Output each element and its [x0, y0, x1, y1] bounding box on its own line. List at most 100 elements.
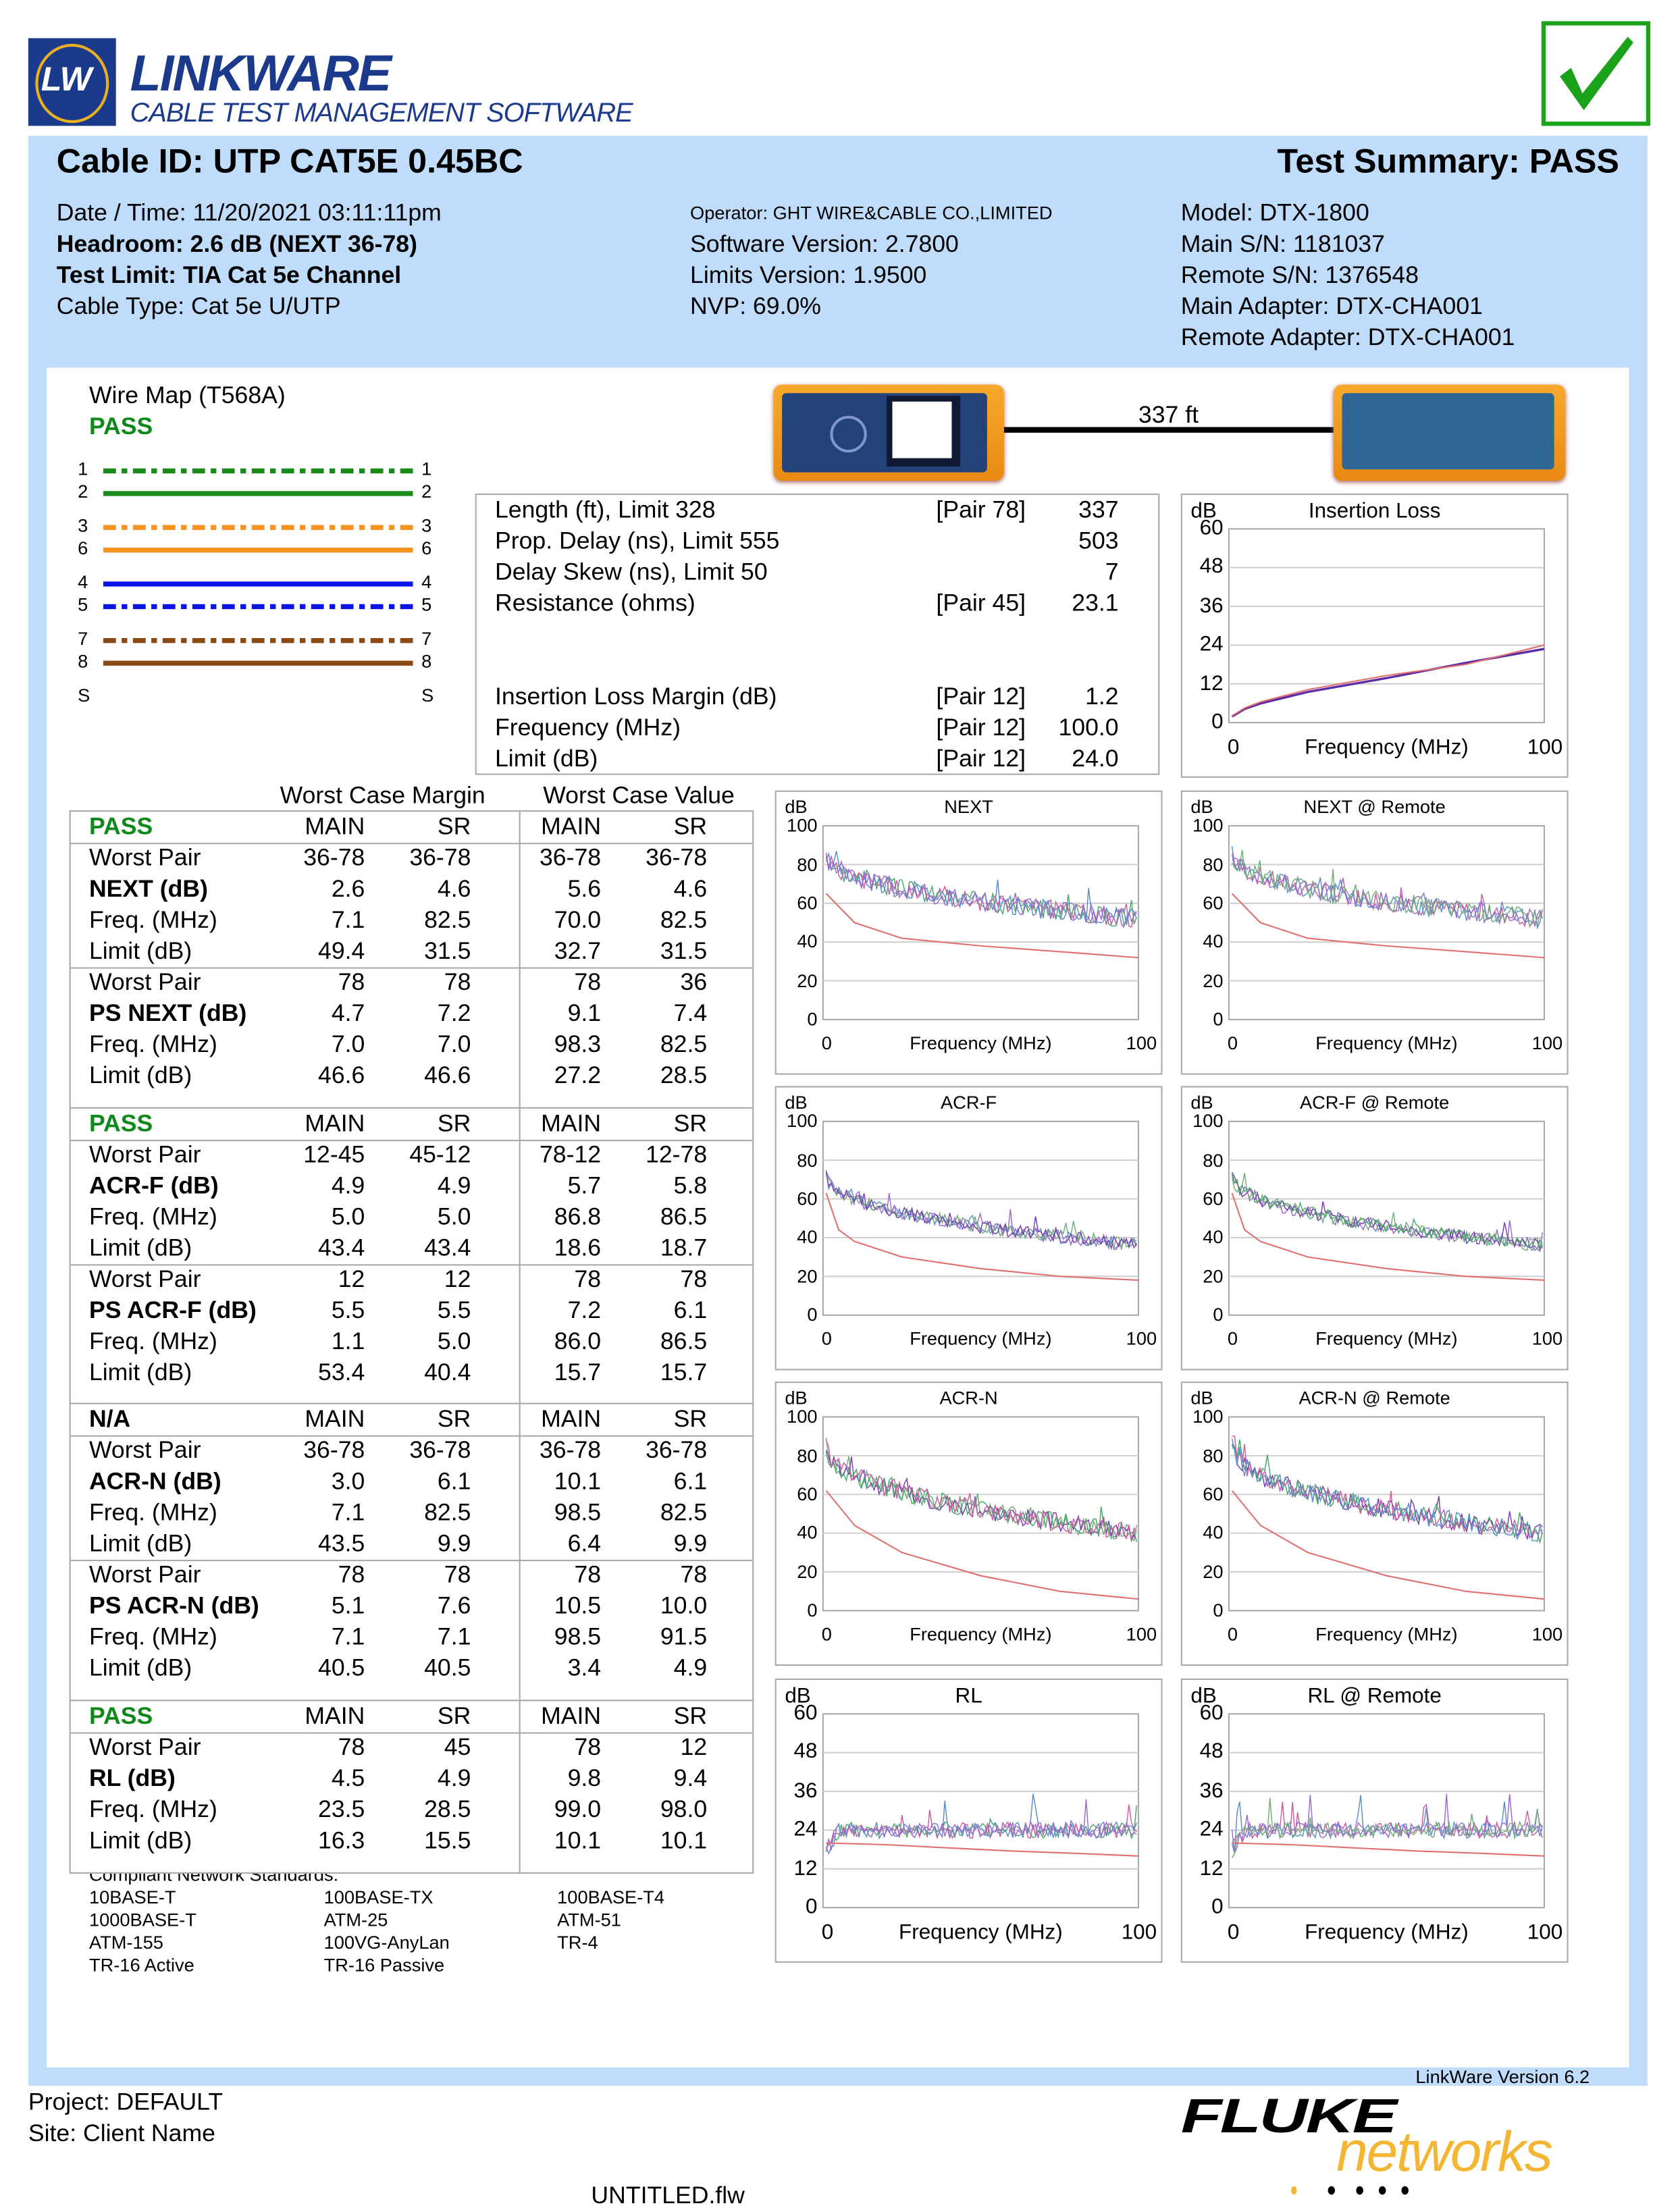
standard-item: 1000BASE-T [88, 1909, 196, 1930]
cell-value: 7.0 [437, 1030, 471, 1058]
checkmark-icon [1541, 21, 1651, 126]
y-tick-label: 24 [793, 1817, 818, 1842]
cell-value: 7.1 [331, 906, 365, 934]
wire-pin-right: 3 [421, 515, 432, 536]
limit-line [826, 1842, 1138, 1857]
project-name: Project: DEFAULT [28, 2088, 224, 2116]
plot-area [1228, 1120, 1546, 1316]
cell-value: 82.5 [660, 1030, 708, 1058]
y-tick-label: 0 [806, 1895, 818, 1919]
cell-value: 36-78 [540, 1436, 602, 1464]
x-tick-label: 0 [1227, 1623, 1238, 1645]
fluke-wordmark: FLUKE [1180, 2090, 1398, 2144]
column-header: MAIN [541, 1405, 602, 1433]
row-label: Freq. (MHz) [88, 1203, 217, 1231]
info-col2-line: NVP: 69.0% [690, 292, 821, 320]
wiremap-title: Wire Map (T568A) [88, 381, 286, 409]
x-tick-label: 0 [1227, 735, 1240, 760]
cell-value: 78 [574, 1561, 602, 1588]
summary-value: 337 [1078, 496, 1119, 523]
wire-pin-left: 7 [78, 627, 88, 650]
info-col3-line: Remote Adapter: DTX-CHA001 [1180, 323, 1515, 351]
chart-title: ACR-F @ Remote [1299, 1091, 1450, 1113]
cell-value: 4.9 [437, 1764, 471, 1792]
y-tick-label: 0 [1211, 1895, 1224, 1919]
info-col1-line: Test Limit: TIA Cat 5e Channel [56, 261, 402, 289]
table-row: Limit (dB) 16.3 15.5 10.1 10.1 [71, 1827, 752, 1858]
summary-pair: [Pair 12] [936, 683, 1026, 710]
y-tick-label: 80 [1203, 1149, 1224, 1171]
limit-line [825, 1192, 1138, 1282]
row-separator [70, 1435, 753, 1437]
row-label: Freq. (MHz) [88, 1327, 217, 1355]
row-label: PS NEXT (dB) [88, 999, 247, 1027]
chart-ylabel: dB [1190, 1091, 1213, 1113]
summary-label: Limit (dB) [495, 745, 598, 772]
table-row: Freq. (MHz) 1.1 5.0 86.0 86.5 [71, 1328, 752, 1359]
chart-ylabel: dB [785, 1091, 808, 1113]
info-col1-line: Cable Type: Cat 5e U/UTP [56, 292, 341, 320]
table-row: Freq. (MHz) 7.1 82.5 70.0 82.5 [71, 906, 752, 937]
table-row: Freq. (MHz) 7.0 7.0 98.3 82.5 [71, 1031, 752, 1062]
site-name: Site: Client Name [28, 2119, 215, 2147]
x-tick-label: 100 [1527, 1920, 1563, 1945]
table-row: PS NEXT (dB) 4.7 7.2 9.1 7.4 [71, 1000, 752, 1031]
wire-pin-left: 4 [78, 571, 88, 593]
standard-item: TR-4 [557, 1931, 598, 1953]
table-header-row: PASS MAIN SR MAIN SR [71, 813, 752, 844]
y-tick-label: 60 [797, 892, 818, 914]
limit-line [825, 1490, 1139, 1600]
chart-next_remote: NEXT @ Remote dB 100 80 60 40 20 0 0 Frequency (M… [1180, 790, 1569, 1075]
cell-value: 18.6 [554, 1234, 602, 1262]
row-label: Freq. (MHz) [88, 1623, 217, 1651]
row-label: ACR-F (dB) [88, 1172, 219, 1199]
plot-area [822, 1120, 1139, 1316]
cell-value: 9.4 [673, 1764, 708, 1792]
x-tick-label: 100 [1531, 1327, 1563, 1349]
cell-value: 98.3 [554, 1030, 602, 1058]
series-line [1231, 648, 1545, 718]
y-tick-label: 60 [1199, 1701, 1224, 1726]
y-tick-label: 80 [797, 1149, 818, 1171]
y-tick-label: 80 [797, 853, 818, 875]
cell-value: 27.2 [554, 1061, 602, 1089]
row-label: Worst Pair [88, 1561, 201, 1588]
cell-value: 78 [574, 1265, 602, 1293]
wire-pin-left: 6 [78, 537, 88, 559]
row-label: Worst Pair [88, 1733, 201, 1761]
limit-line [1231, 1192, 1545, 1282]
y-tick-label: 20 [797, 1265, 818, 1287]
x-tick-label: 0 [821, 1327, 832, 1349]
cell-value: 36-78 [303, 1436, 365, 1464]
y-tick-label: 12 [793, 1855, 818, 1880]
y-tick-label: 0 [807, 1600, 818, 1621]
cell-value: 10.0 [660, 1592, 708, 1619]
cell-value: 7.1 [437, 1623, 471, 1651]
y-tick-label: 0 [1213, 1008, 1224, 1030]
summary-label: Prop. Delay (ns), Limit 555 [495, 527, 780, 554]
pair-trace [1231, 849, 1543, 927]
y-tick-label: 12 [1199, 670, 1224, 695]
cell-value: 5.5 [437, 1296, 471, 1324]
cell-value: 18.7 [660, 1234, 708, 1262]
row-label: Freq. (MHz) [88, 906, 217, 934]
column-header: SR [673, 813, 708, 841]
y-tick-label: 0 [807, 1008, 818, 1030]
worst-case-margin-header: Worst Case Margin [280, 782, 485, 809]
cell-value: 7.2 [567, 1296, 602, 1324]
y-tick-label: 24 [1199, 1817, 1224, 1842]
row-label: Limit (dB) [88, 1654, 192, 1682]
cell-value: 99.0 [554, 1795, 602, 1823]
column-header: MAIN [541, 1702, 602, 1730]
y-tick-label: 60 [1203, 892, 1224, 914]
table-status: N/A [88, 1405, 131, 1433]
column-header: MAIN [305, 813, 365, 841]
row-label: ACR-N (dB) [88, 1467, 221, 1495]
chart-ylabel: dB [785, 1387, 808, 1408]
chart-title: RL [955, 1684, 982, 1708]
column-header: MAIN [541, 813, 602, 841]
y-tick-label: 40 [797, 930, 818, 953]
chart-ylabel: dB [785, 1684, 811, 1708]
row-label: Worst Pair [88, 1265, 201, 1293]
row-label: Freq. (MHz) [88, 1030, 217, 1058]
